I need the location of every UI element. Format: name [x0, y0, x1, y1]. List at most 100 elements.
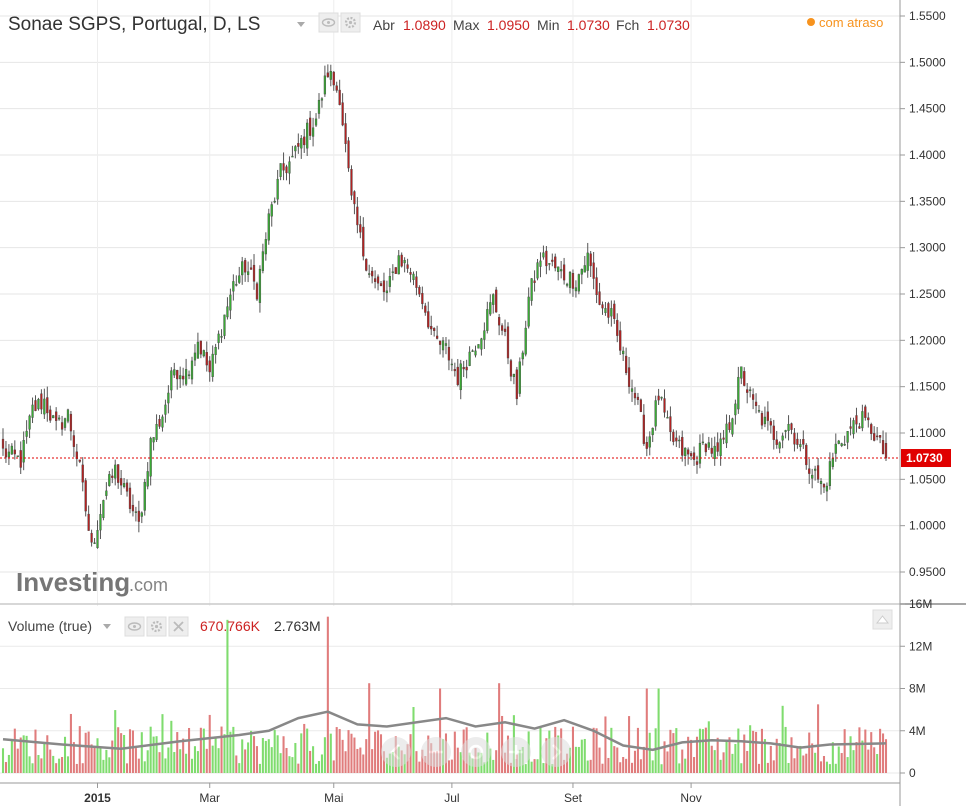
candle-body — [651, 427, 654, 436]
candle-body — [577, 274, 580, 292]
volume-bar — [678, 763, 681, 773]
volume-bar — [155, 736, 158, 773]
price-panel[interactable] — [0, 0, 900, 603]
candle-body — [524, 327, 527, 355]
volume-bar — [185, 753, 188, 773]
candle-body — [565, 283, 569, 286]
volume-bar — [341, 739, 344, 773]
volume-bar — [297, 763, 300, 773]
candle-body — [16, 455, 19, 457]
investing-watermark: Investing .com — [16, 567, 168, 597]
volume-bar — [884, 739, 888, 773]
open-value: 1.0890 — [403, 17, 446, 33]
volume-bar — [196, 751, 199, 773]
candle-body — [796, 438, 799, 445]
candle-body — [710, 447, 713, 454]
candle-body — [391, 271, 394, 273]
volume-bar — [846, 757, 849, 773]
candle-body — [276, 178, 279, 200]
maximize-panel-icon[interactable] — [872, 609, 893, 630]
volume-bar — [852, 750, 855, 773]
volume-bar — [350, 733, 353, 773]
time-axis[interactable]: 2015 Mar Mai Jul Set Nov — [84, 783, 702, 805]
volume-bar — [81, 763, 84, 773]
candle-body — [825, 485, 829, 492]
candle-body — [382, 280, 386, 293]
volume-bar — [258, 763, 261, 773]
volume-bar — [610, 727, 613, 773]
price-axis[interactable]: 1.5500 1.5000 1.4500 1.4000 1.3500 1.3000 1.25… — [900, 9, 946, 579]
candle-body — [388, 276, 391, 287]
volume-bar — [158, 752, 161, 773]
candle-body — [757, 410, 761, 412]
eye-icon[interactable] — [318, 12, 339, 33]
time-tick-label: 2015 — [84, 791, 111, 805]
candle-body — [648, 436, 651, 448]
candle-body — [359, 224, 362, 233]
volume-eye-icon[interactable] — [124, 616, 145, 637]
volume-bar — [772, 760, 775, 773]
candle-body — [214, 347, 217, 355]
volume-bar — [323, 737, 326, 773]
candle-body — [238, 275, 241, 283]
volume-bar — [353, 737, 356, 773]
candle-body — [790, 423, 793, 430]
gear-icon[interactable] — [340, 12, 361, 33]
volume-bar — [568, 747, 572, 773]
candle-body — [811, 474, 814, 479]
volume-bar — [580, 739, 583, 773]
candle-body — [202, 350, 205, 357]
candle-body — [164, 404, 167, 415]
scroll-left-icon[interactable] — [381, 737, 411, 767]
volume-bar — [642, 746, 645, 773]
volume-axis[interactable]: 16M 12M 8M 4M 0 — [900, 597, 932, 780]
volume-bar — [657, 688, 660, 773]
volume-bar — [93, 747, 96, 773]
volume-moving-average-line — [2, 710, 887, 752]
volume-bar — [223, 734, 226, 773]
candle-body — [876, 435, 879, 438]
volume-bar — [639, 759, 642, 773]
candle-body — [828, 461, 832, 486]
candle-body — [66, 409, 70, 422]
candle-body — [303, 136, 306, 146]
candle-body — [849, 426, 852, 429]
volume-bar — [143, 761, 146, 773]
candle-body — [176, 369, 179, 380]
candle-body — [306, 122, 309, 149]
reset-icon[interactable] — [461, 737, 491, 767]
volume-bar — [368, 683, 371, 773]
title-dropdown-icon[interactable] — [297, 22, 305, 27]
volume-bar — [687, 736, 690, 773]
volume-bar — [583, 738, 586, 773]
candle-body — [400, 254, 403, 267]
volume-bar — [270, 747, 273, 773]
scroll-right-icon[interactable] — [541, 737, 571, 767]
candle-body — [436, 335, 439, 339]
candle-body — [592, 262, 595, 279]
volume-bar — [551, 764, 554, 773]
candle-body — [93, 542, 96, 544]
volume-bar — [37, 755, 40, 773]
zoom-in-icon[interactable] — [501, 737, 531, 767]
volume-bar — [796, 747, 799, 773]
candle-body — [725, 423, 728, 444]
candle-body — [642, 414, 645, 444]
volume-bar — [746, 750, 749, 773]
volume-tick-label: 8M — [909, 682, 926, 696]
volume-bar — [695, 736, 699, 773]
volume-close-icon[interactable] — [168, 616, 189, 637]
candle-body — [309, 117, 312, 136]
volume-bar — [489, 748, 492, 773]
volume-gear-icon[interactable] — [146, 616, 167, 637]
candle-body — [87, 513, 90, 531]
volume-dropdown-icon[interactable] — [103, 624, 111, 629]
volume-bar — [317, 761, 321, 773]
candle-body — [418, 286, 421, 295]
zoom-out-icon[interactable] — [421, 737, 451, 767]
candle-body — [731, 418, 734, 435]
candle-body — [447, 346, 451, 361]
candle-body — [10, 445, 13, 455]
candle-body — [521, 352, 524, 360]
